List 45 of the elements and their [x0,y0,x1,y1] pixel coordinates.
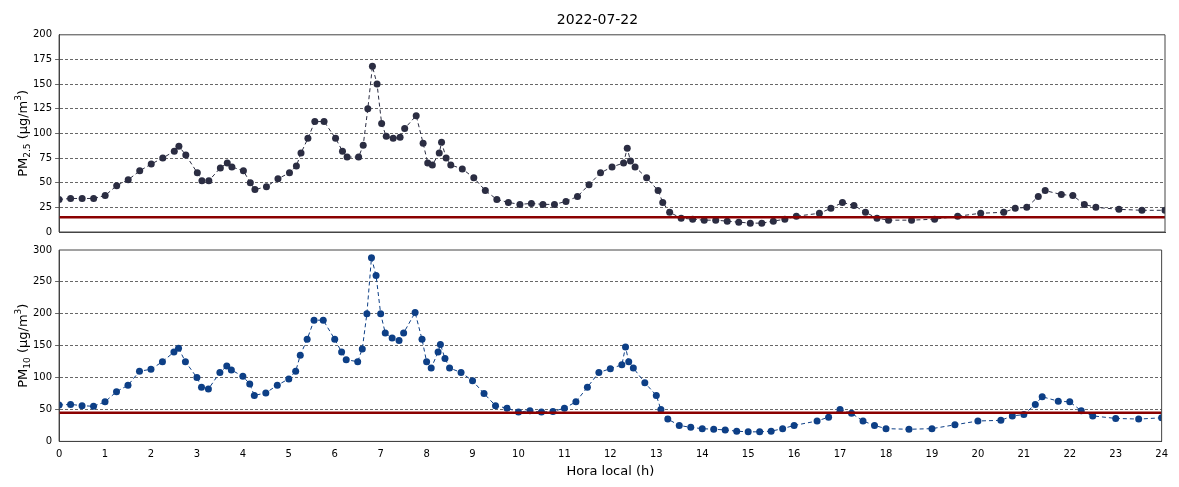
x-tick-label: 20 [971,447,985,459]
x-tick-label: 5 [285,447,292,459]
x-tick-label: 15 [741,447,755,459]
x-tick-label: 7 [377,447,384,459]
y-tick-label: 250 [32,275,53,287]
x-tick-label: 10 [512,447,525,459]
y-tick-label: 75 [39,151,53,163]
x-tick-label: 19 [925,447,939,459]
y-axis-title: PM10 (μg/m3) [13,303,33,388]
y-tick-label: 50 [39,403,53,415]
y-tick-label: 25 [39,200,53,212]
y-tick-label: 125 [32,102,53,114]
y-tick-label: 100 [32,126,53,138]
x-tick-label: 8 [423,447,430,459]
x-tick-label: 18 [879,447,893,459]
x-tick-label: 21 [1017,447,1031,459]
x-axis-title: Hora local (h) [566,462,655,478]
x-tick-label: 13 [649,447,663,459]
x-tick-label: 6 [331,447,338,459]
y-tick-label: 150 [32,339,53,351]
x-tick-label: 24 [1155,447,1168,459]
x-tick-label: 3 [193,447,201,459]
x-tick-label: 9 [469,447,476,459]
x-tick-label: 12 [604,447,617,459]
chart-title: 2022-07-22 [556,11,639,28]
y-axis-title: PM2.5 (μg/m3) [13,89,33,177]
x-tick-label: 2 [147,447,155,459]
x-tick-label: 17 [833,447,847,459]
x-tick-label: 16 [787,447,801,459]
x-tick-label: 14 [695,447,709,459]
y-tick-label: 150 [32,77,53,89]
y-tick-label: 300 [32,243,53,255]
x-tick-label: 4 [239,447,247,459]
y-tick-label: 100 [32,371,53,383]
y-tick-label: 175 [32,53,53,65]
x-tick-label: 1 [101,447,109,459]
x-tick-label: 0 [55,447,63,459]
x-tick-label: 22 [1063,447,1077,459]
y-tick-label: 200 [32,28,53,40]
y-tick-label: 0 [45,225,53,237]
y-tick-label: 50 [39,176,53,188]
y-tick-label: 0 [45,434,53,446]
y-tick-label: 200 [32,307,53,319]
x-tick-label: 23 [1109,447,1123,459]
x-tick-label: 11 [558,447,571,459]
